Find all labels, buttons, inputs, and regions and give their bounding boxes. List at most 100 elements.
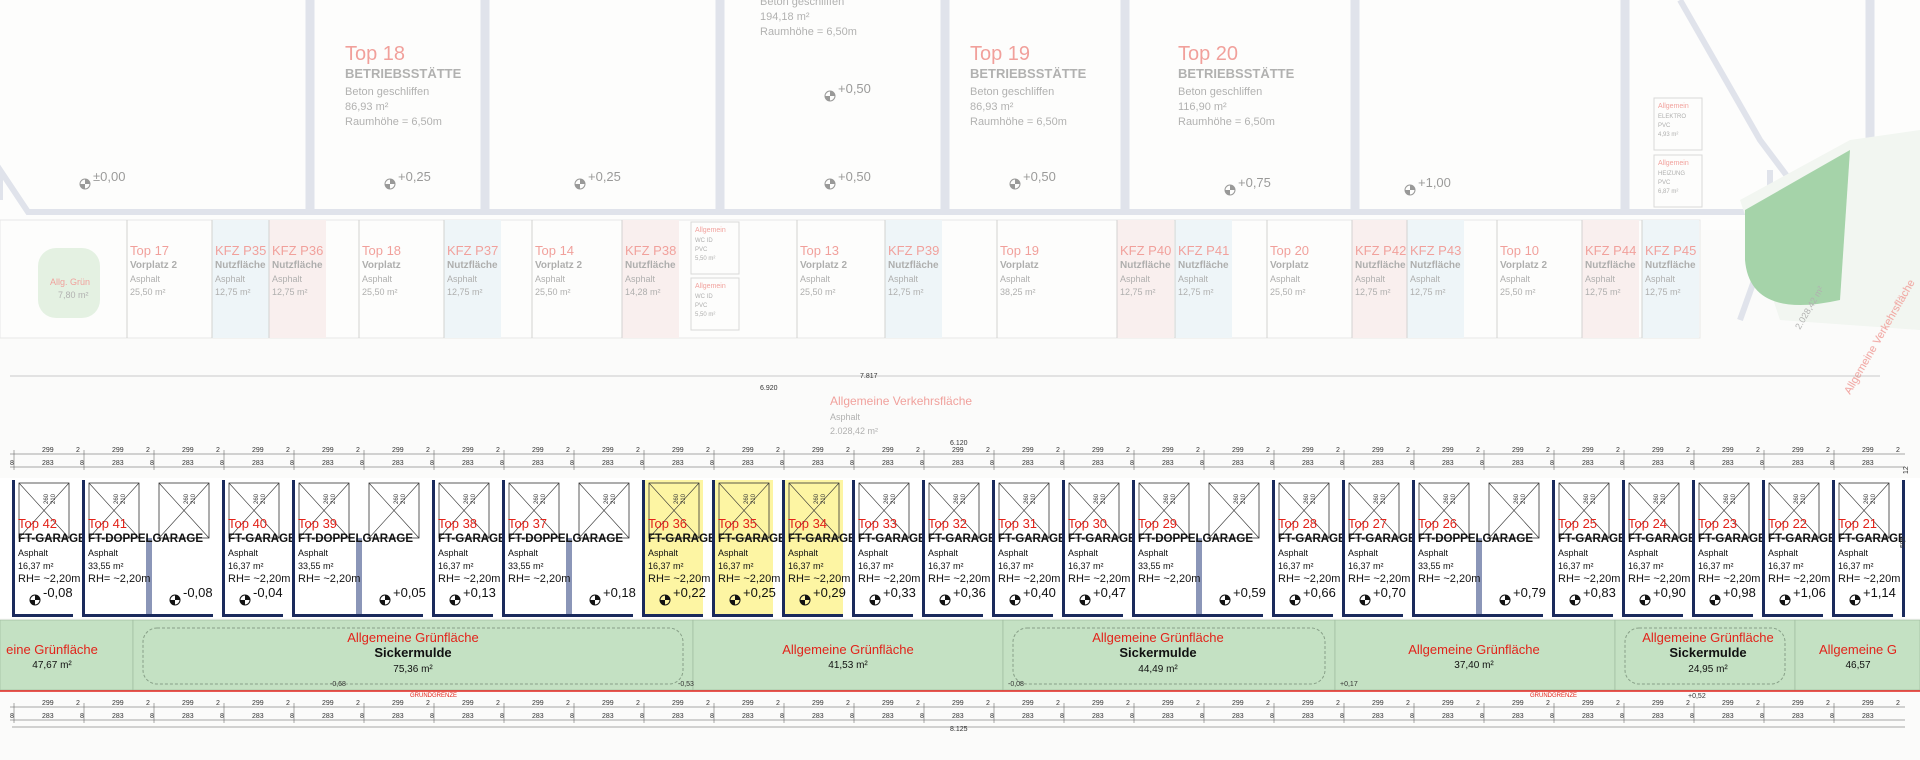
garage-height: RH= ~2,20m	[648, 573, 710, 585]
forecourt-cell: KFZ P42 Nutzfläche Asphalt 12,75 m²	[1351, 220, 1409, 338]
door-dim: 210	[1451, 493, 1457, 504]
garage-area: 33,55 m²	[88, 561, 124, 571]
swale-outline	[1012, 627, 1326, 685]
door-dim: 210	[821, 493, 827, 504]
garage-mat: Asphalt	[298, 548, 329, 558]
garage-type: FT-GARAGE	[1838, 533, 1906, 545]
garage-wall	[782, 480, 785, 617]
dim-label: 299	[1162, 447, 1174, 454]
forecourt-label: KFZ P45	[1645, 243, 1696, 258]
garage-area: 16,37 m²	[1628, 561, 1664, 571]
dim-label: 299	[882, 700, 894, 707]
level-fill-icon	[1405, 185, 1415, 195]
dim-label: 283	[252, 713, 264, 720]
dim-label: 283	[1372, 713, 1384, 720]
level-fill-icon	[170, 595, 180, 605]
garage-door: 260 210	[18, 482, 70, 539]
level-value: +0,50	[838, 169, 871, 184]
garage-level-marker: +0,70	[1359, 585, 1406, 606]
forecourt-fill	[1117, 220, 1174, 338]
green-label: Allgemeine Grünfläche	[1408, 642, 1540, 657]
level-c: -0,08	[1008, 681, 1024, 688]
tech-room-mat: PVC	[695, 303, 708, 309]
door-frame	[1418, 482, 1470, 539]
garage-level-marker: +0,79	[1499, 585, 1546, 606]
level-value: +0,13	[463, 585, 496, 600]
level-fill-icon	[80, 179, 90, 189]
upper-dim-totals: 6.920 6.120 7.817	[10, 373, 1880, 447]
door-frame	[158, 482, 210, 539]
forecourt-fill	[1642, 220, 1699, 338]
garage-label: Top 36	[648, 516, 687, 531]
garage-area: 33,55 m²	[508, 561, 544, 571]
door-frame	[1488, 482, 1540, 539]
dim-label: 299	[252, 700, 264, 707]
dim-label: 283	[952, 460, 964, 467]
garage-height: RH= ~2,20m	[1558, 573, 1620, 585]
garage-door: 260 210	[88, 482, 140, 539]
dim-label: 8	[1760, 713, 1764, 720]
upper-level-marker: +1,00	[1404, 175, 1451, 196]
door-frame	[1698, 482, 1750, 539]
garage-level-marker: +0,66	[1289, 585, 1336, 606]
tech-room-box	[1653, 97, 1703, 151]
door-dim: 210	[1731, 493, 1737, 504]
dim-label: 8	[1200, 460, 1204, 467]
garage-height: RH= ~2,20m	[508, 573, 570, 585]
garage-level-marker: +0,13	[449, 585, 496, 606]
dim-label: 299	[742, 700, 754, 707]
garage-level-marker: +0,33	[869, 585, 916, 606]
door-dim: 260	[1584, 493, 1590, 504]
dim-label: 283	[462, 460, 474, 467]
upper-level-marker: +0,50	[824, 169, 871, 190]
door-diagonal	[1838, 482, 1890, 539]
garage-mat: Asphalt	[1138, 548, 1169, 558]
dim-label: 2	[286, 700, 290, 707]
garage-height: RH= ~2,20m	[88, 573, 150, 585]
garage-wall	[1062, 480, 1065, 617]
level-value: -0,08	[43, 585, 73, 600]
garage-area: 16,37 m²	[1278, 561, 1314, 571]
garage-mat: Asphalt	[998, 548, 1029, 558]
garage-level-marker: +0,36	[939, 585, 986, 606]
garage-label: Top 25	[1558, 516, 1597, 531]
dim-label: 2	[776, 700, 780, 707]
level-value: -0,08	[183, 585, 213, 600]
door-dim: 210	[1171, 493, 1177, 504]
dim-label: 2	[286, 447, 290, 454]
forecourt-cell: Top 18 Vorplatz Asphalt 25,50 m²	[358, 220, 401, 338]
garage-area: 16,37 m²	[928, 561, 964, 571]
dim-label: 299	[322, 700, 334, 707]
garage-floor	[15, 480, 73, 617]
dim-label: 299	[1302, 447, 1314, 454]
door-dim: 210	[261, 493, 267, 504]
dim-label: 8	[780, 460, 784, 467]
dim-label: 8	[1410, 460, 1414, 467]
garage-door: 260 210	[788, 482, 840, 539]
forecourt-cell: Top 10 Vorplatz 2 Asphalt 25,50 m²	[1496, 220, 1547, 338]
unit-material: Beton geschliffen	[345, 86, 429, 98]
level-fill-icon	[590, 595, 600, 605]
dim-label: 283	[1302, 713, 1314, 720]
forecourt-area: 12,75 m²	[1178, 287, 1214, 297]
level-value: +0,50	[838, 81, 871, 96]
forecourt-type: Vorplatz 2	[800, 260, 847, 271]
forecourt-area: 12,75 m²	[1410, 287, 1446, 297]
dim-label: 2	[1616, 700, 1620, 707]
upper-level-marker: +0,25	[384, 169, 431, 190]
dim-label: 2	[1686, 447, 1690, 454]
dim-label: 8	[10, 460, 14, 467]
dim-label: 8	[710, 713, 714, 720]
dim-label: 8	[990, 460, 994, 467]
level-fill-icon	[940, 595, 950, 605]
door-diagonal	[158, 482, 210, 539]
garage-door: 260 210	[1278, 482, 1330, 539]
upper-unit-2: Top 19 BETRIEBSSTÄTTE Beton geschliffen …	[970, 43, 1087, 128]
dim-label: 8	[1200, 713, 1204, 720]
forecourt-cell: KFZ P38 Nutzfläche Asphalt 14,28 m²	[621, 220, 679, 338]
dim-label: 283	[1862, 713, 1874, 720]
garage-label: Top 24	[1628, 516, 1667, 531]
dim-label: 299	[1442, 447, 1454, 454]
